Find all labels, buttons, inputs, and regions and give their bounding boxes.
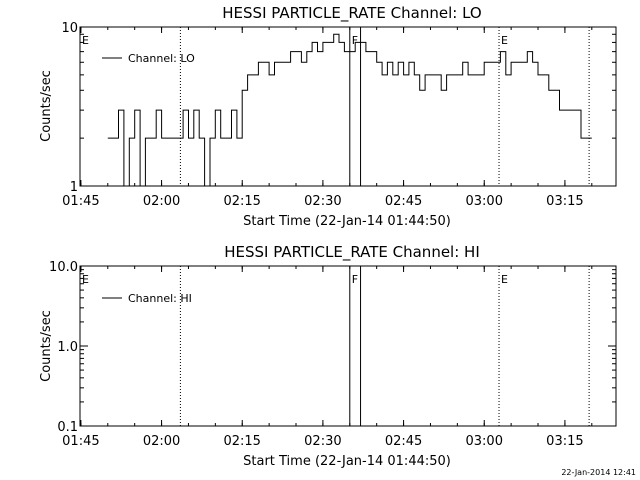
hi-event-marker-label: E [82,273,89,286]
hi-x-tick-label: 02:00 [143,434,180,449]
lo-legend-label: Channel: LO [128,52,195,65]
hi-y-tick-label: 0.1 [57,420,78,435]
lo-series-line [107,33,592,187]
hi-x-tick-label: 01:45 [62,434,99,449]
lo-y-tick-label: 1 [70,180,78,195]
hi-legend-label: Channel: HI [128,292,192,305]
hi-legend: Channel: HI [102,292,192,305]
hi-y-tick-label: 1.0 [57,340,78,355]
hi-event-marker-label: E [501,273,508,286]
lo-y-tick-label: 10 [61,21,78,36]
lo-x-tick-label: 02:00 [143,194,180,209]
lo-x-tick-label: 03:15 [546,194,583,209]
lo-plot-frame [79,26,617,187]
hi-y-tick-label: 10.0 [49,260,78,275]
hi-chart-title: HESSI PARTICLE_RATE Channel: HI [224,243,480,262]
hi-x-tick-label: 02:45 [385,434,422,449]
hi-plot-frame [79,265,617,427]
lo-channel-panel: HESSI PARTICLE_RATE Channel: LO Counts/s… [39,4,617,229]
lo-event-marker-label: E [501,34,508,47]
hi-x-tick-label: 03:00 [466,434,503,449]
lo-event-marker-label: F [352,34,358,47]
lo-legend: Channel: LO [102,52,195,65]
lo-x-tick-label: 02:15 [223,194,260,209]
lo-x-tick-label: 03:00 [466,194,503,209]
lo-chart-title: HESSI PARTICLE_RATE Channel: LO [222,4,481,23]
hi-x-tick-label: 03:15 [546,434,583,449]
lo-x-tick-label: 02:30 [304,194,341,209]
hi-x-axis-label: Start Time (22-Jan-14 01:44:50) [243,454,451,469]
lo-event-marker-label: E [82,34,89,47]
lo-x-tick-label: 01:45 [62,194,99,209]
footer-timestamp: 22-Jan-2014 12:41 [561,468,636,477]
hi-event-marker-label: F [352,273,358,286]
lo-x-axis-label: Start Time (22-Jan-14 01:44:50) [243,214,451,229]
lo-y-axis-label: Counts/sec [39,70,54,142]
hi-x-tick-label: 02:15 [223,434,260,449]
hi-channel-panel: HESSI PARTICLE_RATE Channel: HI Counts/s… [39,243,617,469]
hi-y-axis-label: Counts/sec [39,310,54,382]
lo-x-tick-label: 02:45 [385,194,422,209]
hi-x-tick-label: 02:30 [304,434,341,449]
